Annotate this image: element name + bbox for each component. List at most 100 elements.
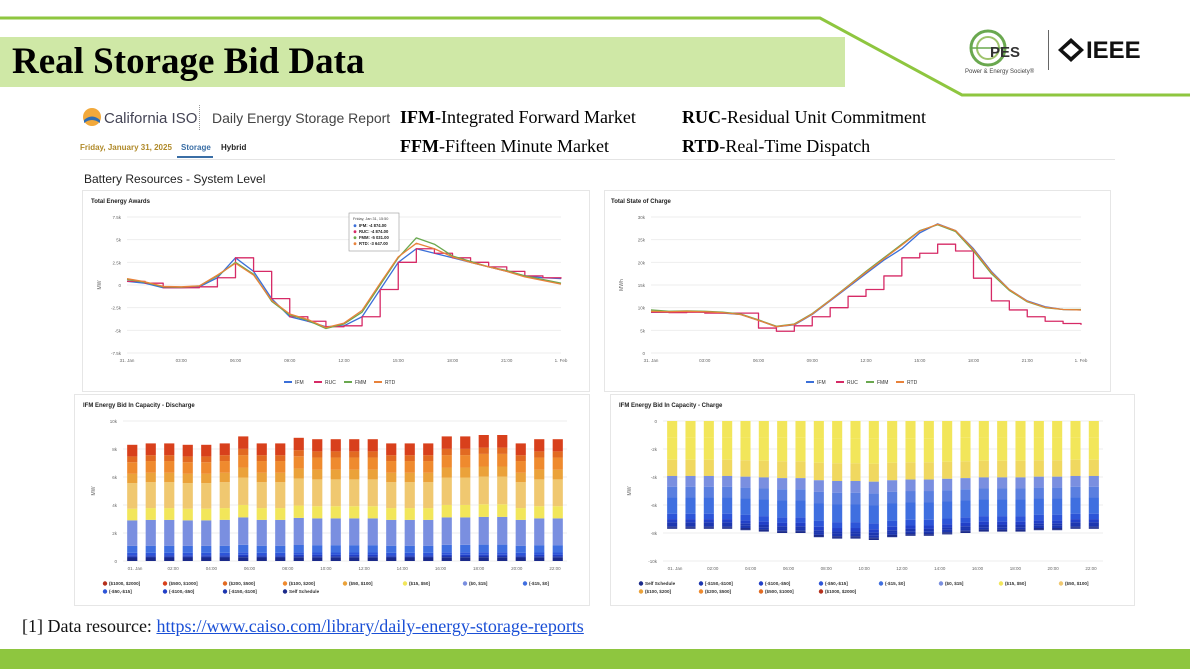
bar-segment [740,498,751,515]
tab-storage-underline [177,156,213,158]
legend-swatch [638,581,644,586]
bar-segment [978,437,989,461]
bar-segment [238,436,249,449]
legend-label: RUC [847,380,858,386]
x-tick-label: 1. Feb [555,358,568,363]
report-title: Daily Energy Storage Report [212,110,391,126]
bar-segment [868,538,879,540]
bar-segment [1070,519,1081,523]
bar-segment [740,437,751,461]
bar-segment [497,557,508,561]
bar-segment [740,514,751,521]
bar-segment [997,527,1008,530]
bar-segment [256,472,267,483]
bar-segment [1052,525,1063,529]
bar-segment [219,519,230,546]
bar-segment [1033,520,1044,524]
bar-segment [997,477,1008,489]
bar-segment [795,526,806,529]
bar-segment [832,480,843,493]
x-tick-label: 31. Jan [644,358,659,363]
bar-segment [960,528,971,531]
bar-segment [219,557,230,561]
bar-segment [978,460,989,478]
bar-segment [293,450,304,457]
legend-swatch [758,581,764,586]
bar-segment [145,519,156,546]
bar-segment [813,491,824,504]
bar-segment [256,482,267,509]
bar-segment [552,557,563,561]
bar-segment [960,522,971,527]
bar-segment [667,524,678,527]
series-line-fmm [126,237,562,330]
bar-segment [275,508,286,520]
bar-segment [330,451,341,458]
bar-segment [441,477,452,505]
bar-segment [997,521,1008,525]
bar-segment [423,552,434,556]
bar-segment [534,457,545,470]
section-heading: Battery Resources - System Level [84,172,266,186]
legend-swatch [162,581,168,586]
bar-segment [515,555,526,557]
y-tick-label: -10k [648,559,658,564]
bar-segment [145,455,156,462]
bar-segment [349,557,360,561]
bar-segment [404,455,415,462]
x-tick-label: 04:00 [206,566,218,571]
bar-segment [275,557,286,561]
caiso-logo-icon [83,108,101,126]
bar-segment [330,518,341,546]
bar-segment [1033,421,1044,438]
bar-segment [145,461,156,473]
bar-segment [887,480,898,492]
bar-segment [1015,521,1026,525]
bar-segment [386,555,397,557]
bar-segment [1088,527,1099,529]
bar-segment [404,556,415,558]
tab-storage[interactable]: Storage [181,143,211,152]
bar-segment [758,516,769,522]
bar-segment [423,556,434,558]
acronym-rtd: RTD-Real-Time Dispatch [682,136,871,156]
bar-segment [942,490,953,502]
pes-subtitle: Power & Energy Society® [965,69,1035,75]
bar-segment [887,534,898,537]
bar-segment [1033,529,1044,531]
bar-segment [460,552,471,555]
bar-segment [238,552,249,555]
bar-segment [330,479,341,507]
bar-segment [868,421,879,439]
bar-segment [404,552,415,556]
bar-segment [850,438,861,464]
bar-segment [127,555,138,557]
chart-title: IFM Energy Bid In Capacity - Discharge [83,403,195,409]
bar-segment [795,461,806,479]
bottom-bar [0,649,1190,669]
bar-segment [777,526,788,529]
bar-segment [552,479,563,507]
bar-segment [813,520,824,527]
bar-segment [1015,499,1026,517]
y-tick-label: 8k [112,447,118,452]
bar-segment [312,479,323,507]
bar-segment [923,533,934,535]
tab-hybrid[interactable]: Hybrid [221,143,247,152]
bar-segment [740,421,751,438]
bar-segment [497,554,508,556]
bar-segment [367,556,378,558]
bar-segment [497,466,508,477]
y-axis-label: MW [91,486,97,495]
bar-segment [722,421,733,438]
legend-label: [-$150,-$100] [229,589,257,594]
bar-segment [441,455,452,468]
bar-segment [275,556,286,558]
bar-segment [997,524,1008,528]
bar-segment [832,463,843,481]
footnote-link[interactable]: https://www.caiso.com/library/daily-ener… [156,616,584,636]
bar-segment [312,554,323,557]
bar-segment [164,545,175,553]
bar-segment [667,486,678,498]
bar-segment [441,554,452,557]
